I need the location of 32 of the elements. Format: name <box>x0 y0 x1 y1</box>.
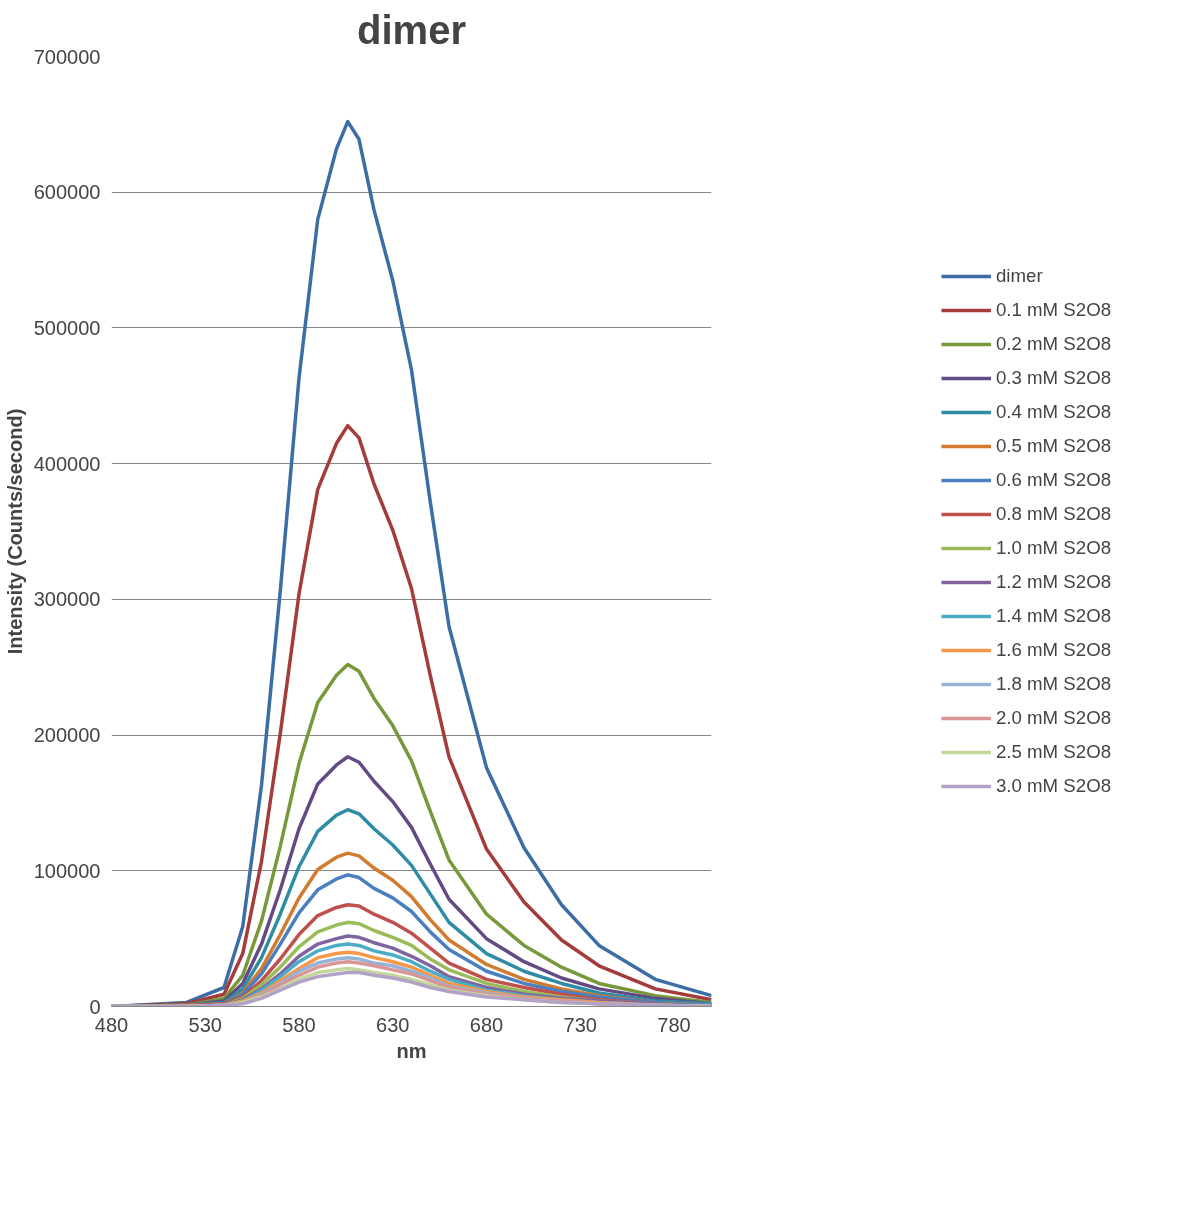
x-tick-label: 580 <box>282 1013 316 1036</box>
legend-label: 2.5 mM S2O8 <box>995 741 1112 763</box>
x-tick-label: 730 <box>563 1013 597 1036</box>
legend-label: 1.2 mM S2O8 <box>995 571 1112 593</box>
y-tick-label: 700000 <box>33 45 101 68</box>
legend-label: 2.0 mM S2O8 <box>995 707 1112 729</box>
y-tick-label: 400000 <box>33 452 101 475</box>
legend-label: 3.0 mM S2O8 <box>995 775 1112 797</box>
x-axis-title: nm <box>396 1039 427 1062</box>
legend-label: 1.8 mM S2O8 <box>995 673 1112 695</box>
legend-label: 0.6 mM S2O8 <box>995 469 1112 491</box>
legend-label: 0.1 mM S2O8 <box>995 299 1112 321</box>
legend-label: 0.8 mM S2O8 <box>995 503 1112 525</box>
x-tick-label: 530 <box>188 1013 222 1036</box>
chart-title: dimer <box>357 7 466 52</box>
legend-label: dimer <box>995 265 1043 287</box>
y-tick-label: 300000 <box>33 588 101 611</box>
y-tick-label: 100000 <box>33 859 101 882</box>
legend-label: 1.4 mM S2O8 <box>995 605 1112 627</box>
y-tick-label: 600000 <box>33 181 101 204</box>
y-tick-label: 200000 <box>33 724 101 747</box>
y-tick-label: 500000 <box>33 316 101 339</box>
legend-label: 0.4 mM S2O8 <box>995 401 1112 423</box>
legend-label: 0.5 mM S2O8 <box>995 435 1112 457</box>
legend-label: 0.2 mM S2O8 <box>995 333 1112 355</box>
legend-label: 1.6 mM S2O8 <box>995 639 1112 661</box>
x-tick-label: 630 <box>376 1013 410 1036</box>
x-tick-label: 680 <box>469 1013 504 1036</box>
y-axis-title: Intensity (Counts/second) <box>3 408 26 655</box>
x-tick-label: 780 <box>657 1013 691 1036</box>
legend-label: 0.3 mM S2O8 <box>995 367 1112 389</box>
legend-label: 1.0 mM S2O8 <box>995 537 1112 559</box>
